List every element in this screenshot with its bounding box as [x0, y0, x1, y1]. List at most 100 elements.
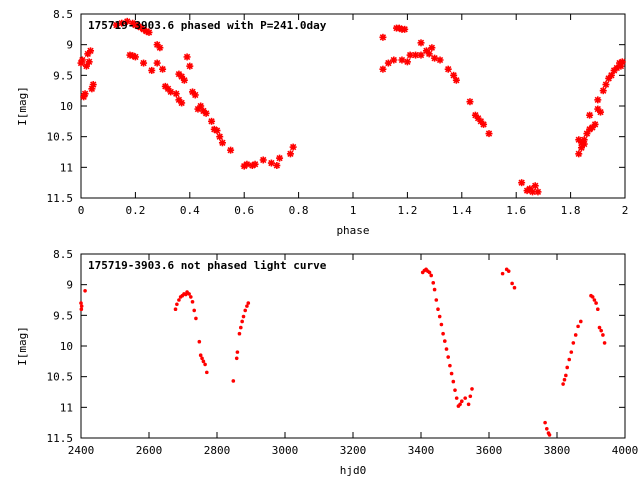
x-tick-label: 2600: [136, 444, 163, 457]
data-point: [78, 56, 86, 64]
data-point: [203, 362, 207, 367]
y-tick-label: 8.5: [53, 248, 73, 261]
data-point: [506, 269, 511, 273]
data-point: [436, 307, 440, 312]
data-point: [191, 91, 199, 99]
data-point: [618, 58, 626, 66]
x-tick-label: 0.8: [289, 204, 309, 217]
data-point: [425, 50, 433, 58]
data-point: [597, 325, 602, 330]
x-tick-label: 3800: [544, 444, 571, 457]
x-tick-label: 2400: [68, 444, 95, 457]
data-point: [235, 350, 240, 354]
x-tick-label: 0.4: [180, 204, 200, 217]
data-point: [167, 88, 175, 96]
data-point: [406, 51, 414, 59]
data-point: [398, 56, 406, 64]
data-point: [112, 21, 120, 29]
data-point: [460, 399, 464, 404]
y-tick-label: 10.5: [47, 371, 74, 384]
x-tick-label: 1.8: [561, 204, 581, 217]
data-point: [449, 371, 454, 376]
data-point: [429, 273, 434, 278]
data-point: [571, 341, 576, 345]
data-point: [401, 25, 409, 33]
data-point: [607, 71, 615, 79]
data-point: [453, 388, 457, 392]
data-point: [567, 357, 572, 362]
data-point: [259, 156, 267, 164]
data-point: [177, 298, 181, 302]
data-point: [208, 117, 216, 125]
data-point: [586, 111, 594, 119]
x-tick-label: 1.6: [506, 204, 526, 217]
data-point: [403, 58, 411, 66]
data-point: [87, 47, 95, 55]
data-point: [446, 355, 451, 359]
data-point: [575, 150, 583, 158]
data-point: [190, 300, 195, 304]
data-point: [444, 347, 449, 351]
data-point: [432, 287, 437, 292]
data-point: [243, 308, 248, 313]
data-point: [452, 76, 460, 84]
data-point: [594, 301, 598, 305]
x-tick-label: 1.2: [397, 204, 417, 217]
x-tick-label: 3000: [272, 444, 299, 457]
data-point: [431, 281, 436, 285]
data-point: [591, 120, 599, 128]
data-point: [216, 133, 224, 141]
data-point: [379, 65, 387, 73]
y-tick-label: 8.5: [53, 8, 73, 21]
data-point: [205, 370, 209, 375]
data-point: [454, 396, 459, 400]
data-point: [197, 102, 205, 110]
data-point: [187, 292, 191, 296]
data-point: [202, 109, 210, 117]
y-axis-label: I[mag]: [16, 326, 29, 366]
data-point: [427, 270, 432, 275]
y-tick-label: 11: [60, 161, 73, 174]
data-point: [565, 365, 569, 370]
data-point: [602, 341, 607, 345]
x-tick-label: 0: [78, 204, 85, 217]
data-point: [580, 136, 588, 144]
x-axis-label: hjd0: [340, 464, 367, 477]
data-point: [485, 130, 493, 138]
data-point: [390, 56, 398, 64]
data-point: [434, 298, 439, 302]
data-point: [273, 161, 281, 169]
data-point: [218, 139, 226, 147]
data-point: [470, 387, 474, 391]
data-point: [439, 322, 444, 327]
data-point: [518, 179, 526, 187]
data-point: [156, 44, 164, 52]
data-point: [81, 90, 89, 98]
y-tick-label: 9: [66, 39, 73, 52]
data-point: [239, 325, 243, 330]
data-point: [131, 53, 139, 61]
data-point: [564, 373, 568, 378]
data-point: [79, 301, 83, 305]
y-tick-label: 10.5: [47, 131, 74, 144]
data-point: [384, 59, 392, 67]
data-point: [448, 363, 452, 368]
x-tick-label: 3600: [476, 444, 503, 457]
data-point: [599, 87, 607, 95]
data-point: [289, 143, 297, 151]
data-point: [198, 353, 203, 358]
data-point: [79, 307, 84, 312]
data-point: [201, 359, 206, 364]
data-point: [118, 19, 126, 27]
data-point: [192, 308, 197, 313]
chart-title: 175719-3903.6 phased with P=241.0day: [88, 19, 327, 32]
data-point: [590, 295, 595, 299]
y-tick-label: 10: [60, 340, 73, 353]
x-tick-label: 2: [622, 204, 629, 217]
data-point: [180, 76, 188, 84]
data-point: [412, 51, 420, 59]
plot-frame-1: [80, 253, 626, 439]
data-point: [246, 301, 251, 305]
